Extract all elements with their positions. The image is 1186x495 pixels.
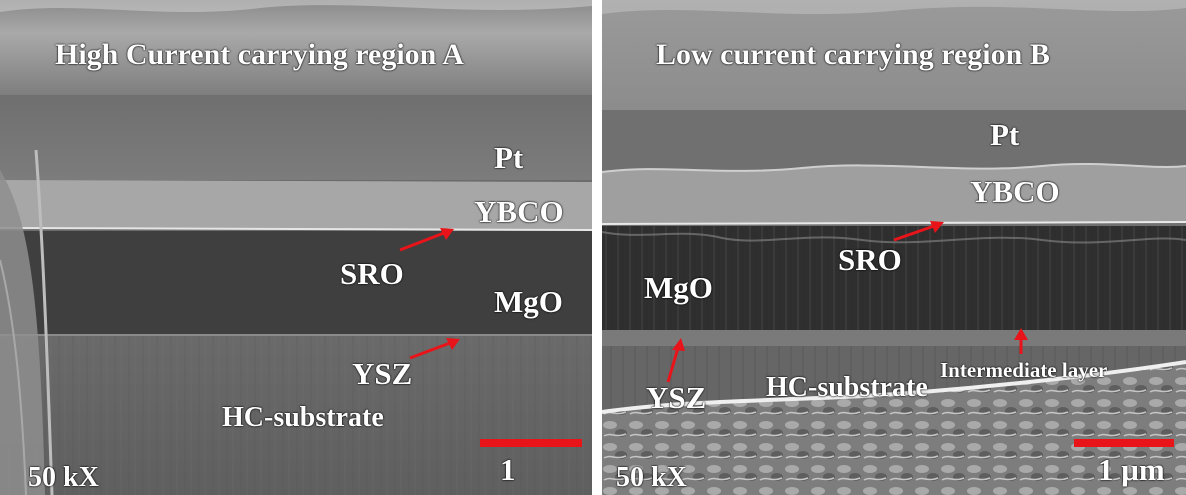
scale-bar-label: 1 μm [1098, 452, 1165, 487]
arrowhead-ysz-b [672, 338, 685, 351]
arrowhead-intermediate [1014, 328, 1028, 340]
sem-image-a [0, 0, 592, 495]
layer-label-ysz: YSZ [352, 356, 413, 391]
layer-label-intermediate: Intermediate layer [940, 358, 1108, 382]
layer-label-substrate: HC-substrate [766, 372, 928, 403]
arrow-ysz-a [409, 341, 451, 360]
layer-label-mgo: MgO [494, 284, 563, 319]
layer-label-sro: SRO [340, 256, 404, 291]
sem-image-b [602, 0, 1186, 495]
layer-label-ybco: YBCO [474, 194, 564, 229]
panel-b-title: Low current carrying region B [656, 38, 1050, 71]
arrowhead-ysz-a [446, 338, 460, 350]
layer-label-pt: Pt [990, 117, 1020, 152]
scale-bar-a [480, 439, 582, 447]
arrow-sro-b [893, 224, 935, 242]
arrowhead-sro-a [440, 228, 454, 240]
magnification-label: 50 kX [616, 462, 687, 493]
layer-label-pt: Pt [494, 140, 524, 175]
arrow-sro-a [399, 231, 445, 252]
arrow-ysz-b [666, 347, 680, 383]
layer-label-ysz: YSZ [646, 380, 707, 415]
sem-panel-b: Low current carrying region B Pt YBCO SR… [602, 0, 1186, 495]
panel-a-title: High Current carrying region A [55, 38, 464, 71]
scale-bar-b [1074, 439, 1174, 447]
layer-label-ybco: YBCO [970, 174, 1060, 209]
magnification-label: 50 kX [28, 462, 99, 493]
arrowhead-sro-b [930, 221, 944, 233]
sem-panel-a: High Current carrying region A Pt YBCO S… [0, 0, 592, 495]
layer-label-mgo: MgO [644, 270, 713, 305]
layer-label-substrate: HC-substrate [222, 402, 384, 433]
scale-bar-label: 1 [500, 452, 516, 487]
layer-label-sro: SRO [838, 242, 902, 277]
